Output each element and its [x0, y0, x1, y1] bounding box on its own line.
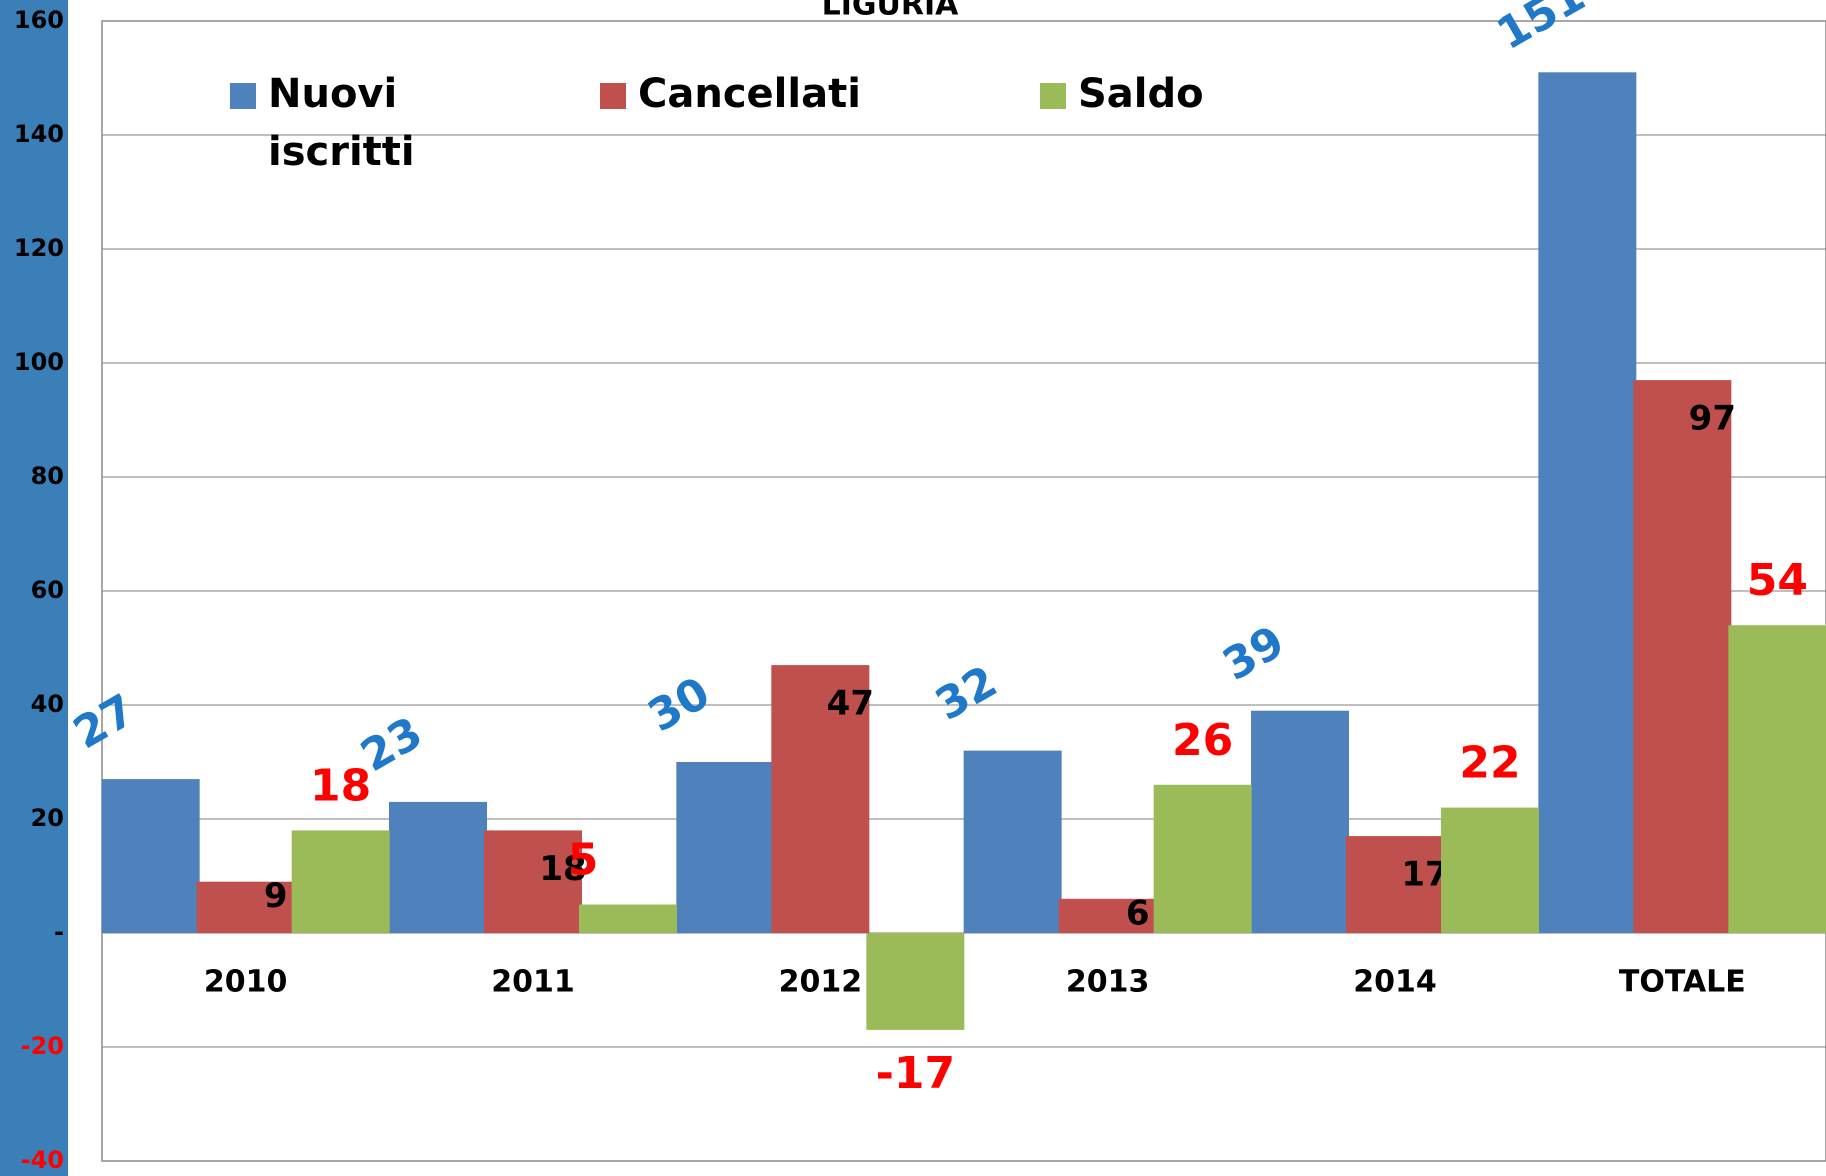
bar: [292, 830, 390, 933]
bar: [1251, 711, 1349, 933]
page: LIGURIA -40-20-2040608010012014016020102…: [0, 0, 1826, 1176]
data-label: 97: [1689, 399, 1736, 439]
y-tick-label: -20: [21, 1032, 64, 1060]
legend-label: Saldo: [1078, 71, 1204, 117]
data-label: 6: [1126, 893, 1150, 933]
x-tick-label: TOTALE: [1619, 965, 1746, 1000]
y-tick-label: 60: [31, 576, 64, 604]
bar: [1728, 625, 1826, 933]
data-label: 27: [65, 685, 144, 760]
bar: [676, 762, 774, 933]
x-tick-label: 2011: [491, 965, 575, 1000]
legend-swatch: [1040, 83, 1066, 109]
data-label: 18: [310, 760, 371, 811]
legend-swatch: [230, 83, 256, 109]
data-label: 30: [640, 667, 719, 742]
y-tick-label: 120: [14, 234, 64, 262]
x-tick-label: 2012: [779, 965, 863, 1000]
y-tick-label: 100: [14, 348, 64, 376]
bar: [579, 905, 677, 934]
bar: [1633, 380, 1731, 933]
chart: LIGURIA -40-20-2040608010012014016020102…: [0, 0, 1826, 1176]
chart-title: LIGURIA: [822, 0, 960, 23]
bar: [964, 751, 1062, 933]
bar: [1441, 808, 1539, 933]
y-tick-label: 160: [14, 6, 64, 34]
y-tick-label: 80: [31, 462, 64, 490]
data-label: 39: [1214, 616, 1293, 691]
x-tick-label: 2010: [204, 965, 288, 1000]
bar: [389, 802, 487, 933]
x-tick-label: 2014: [1353, 965, 1437, 1000]
y-tick-label: 140: [14, 120, 64, 148]
y-tick-label: -40: [21, 1146, 64, 1174]
data-label: 151: [1489, 0, 1594, 60]
data-label: 32: [927, 656, 1006, 731]
data-label: 26: [1172, 715, 1233, 766]
legend-swatch: [600, 83, 626, 109]
x-tick-label: 2013: [1066, 965, 1150, 1000]
legend-label: Cancellati: [638, 71, 861, 117]
data-label: 54: [1747, 555, 1808, 606]
data-label: 22: [1459, 738, 1520, 789]
data-label: 47: [827, 684, 874, 724]
y-tick-label: 40: [31, 690, 64, 718]
bar: [1154, 785, 1252, 933]
y-tick-label: 20: [31, 804, 64, 832]
data-label: 9: [264, 876, 288, 916]
data-label: -17: [876, 1048, 956, 1099]
bar: [866, 933, 964, 1030]
bar: [102, 779, 200, 933]
bar: [1538, 72, 1636, 933]
data-label: 5: [568, 835, 599, 886]
y-tick-label: -: [54, 918, 64, 946]
